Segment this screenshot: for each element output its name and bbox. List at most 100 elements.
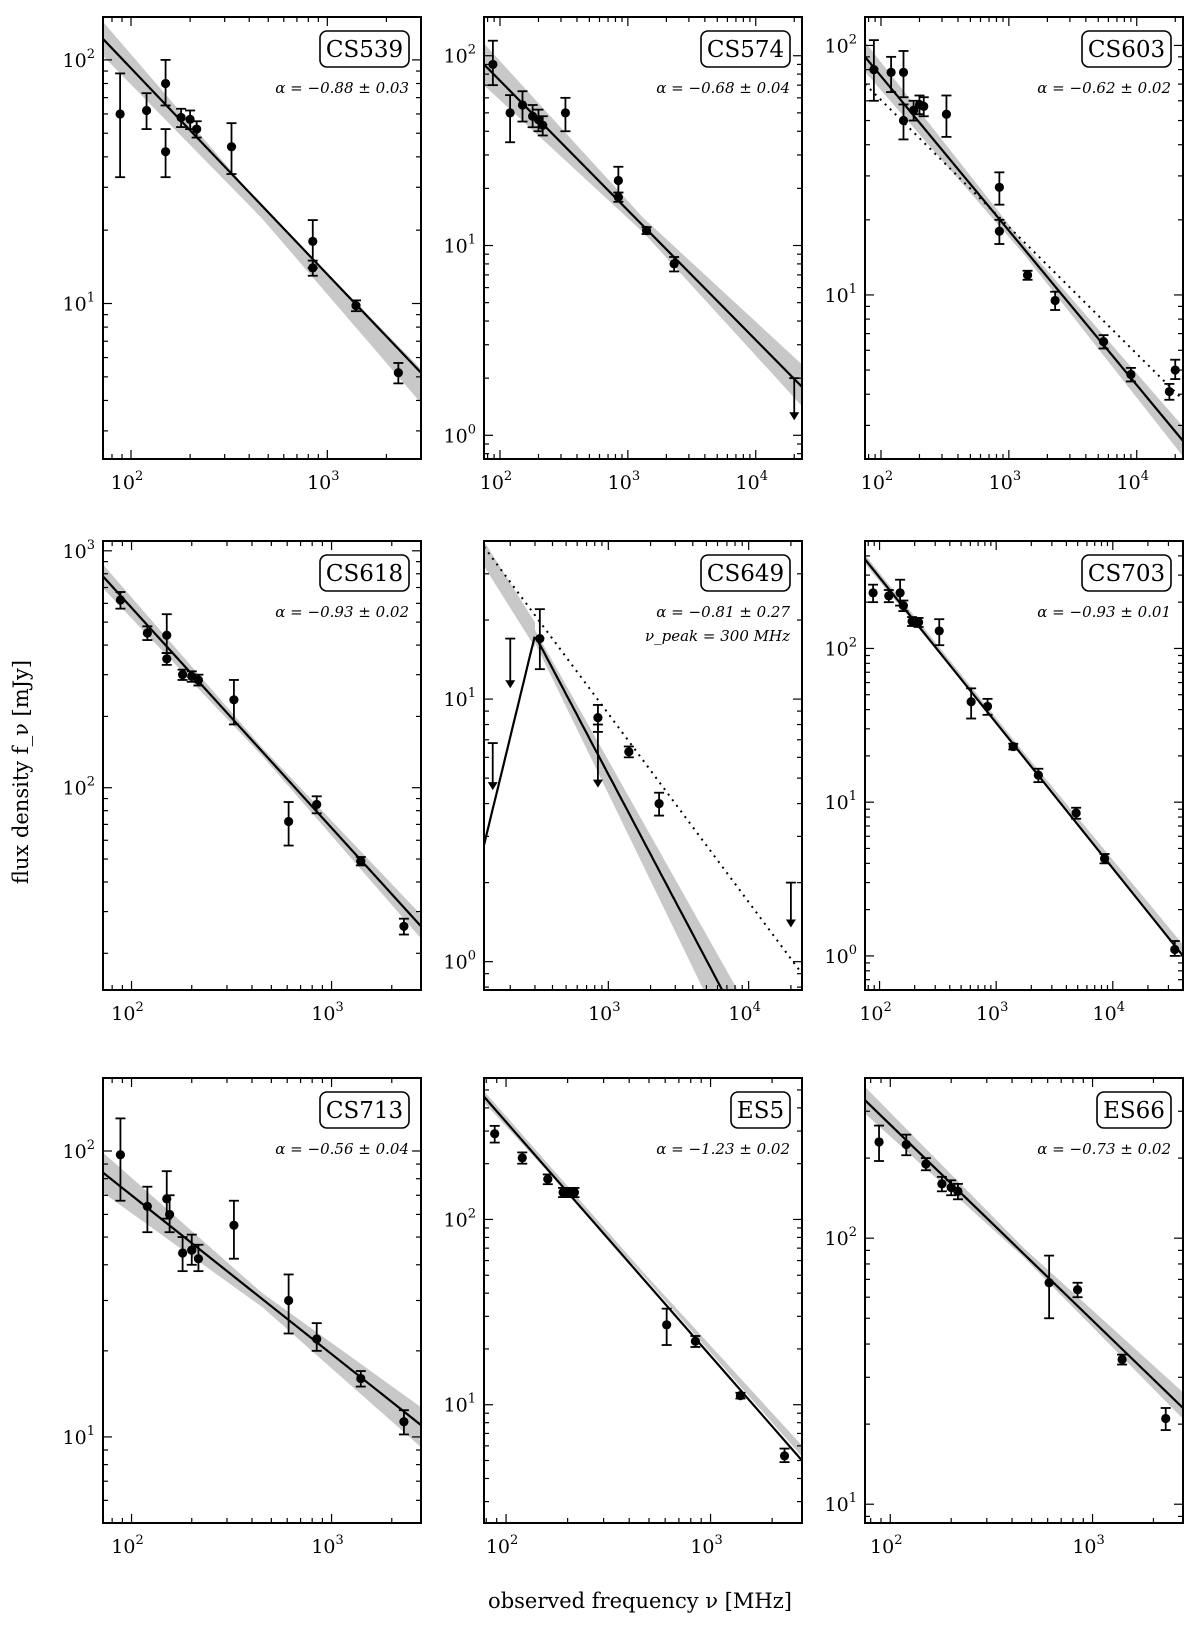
source-label-box bbox=[1081, 30, 1172, 68]
x-tick-label: 102 bbox=[111, 469, 143, 494]
axes-frame bbox=[483, 16, 803, 460]
flux-marker bbox=[593, 713, 603, 723]
data-point bbox=[918, 96, 929, 118]
data-point bbox=[913, 617, 924, 628]
data-point bbox=[1008, 741, 1019, 752]
data-point bbox=[886, 55, 897, 94]
flux-marker bbox=[185, 114, 195, 124]
flux-marker bbox=[669, 259, 679, 269]
flux-marker bbox=[994, 226, 1004, 236]
axes-frame bbox=[864, 1077, 1184, 1524]
flux-marker bbox=[898, 67, 909, 77]
data-point bbox=[874, 1124, 885, 1162]
limit-arrow bbox=[789, 412, 800, 421]
flux-marker bbox=[160, 78, 171, 89]
y-tick-label: 102 bbox=[825, 32, 857, 57]
flux-marker bbox=[193, 1254, 204, 1264]
axes-frame bbox=[483, 540, 803, 991]
flux-marker bbox=[901, 1139, 911, 1150]
x-axis-title: observed frequency ν [MHz] bbox=[488, 1589, 792, 1613]
source-label-box bbox=[319, 30, 410, 68]
x-tick-label: 103 bbox=[976, 1000, 1008, 1025]
flux-marker bbox=[982, 701, 993, 711]
flux-marker bbox=[994, 182, 1004, 192]
data-point bbox=[868, 583, 879, 604]
data-point bbox=[534, 608, 545, 671]
data-point bbox=[1022, 269, 1033, 281]
flux-marker bbox=[941, 109, 952, 119]
flux-marker bbox=[162, 630, 172, 640]
y-tick-label: 101 bbox=[444, 233, 476, 258]
flux-marker bbox=[192, 124, 202, 134]
x-tick-label: 103 bbox=[588, 1000, 620, 1025]
flux-marker bbox=[662, 1320, 672, 1330]
data-point bbox=[1072, 1281, 1083, 1299]
source-name: CS603 bbox=[1088, 37, 1165, 63]
source-name: CS574 bbox=[707, 37, 784, 63]
axes-frame bbox=[483, 1077, 803, 1524]
plot-area bbox=[484, 1091, 802, 1464]
flux-marker bbox=[165, 1209, 175, 1220]
panel-CS618: 102 103 102 103 CS618 α = −0.93 ± 0.02 bbox=[63, 538, 422, 1025]
flux-marker bbox=[641, 225, 652, 236]
data-point bbox=[193, 1243, 204, 1273]
axes-frame bbox=[102, 16, 422, 460]
y-tick-label: 102 bbox=[63, 1138, 95, 1163]
data-point bbox=[901, 1133, 912, 1157]
data-point bbox=[141, 92, 152, 130]
source-name: ES66 bbox=[1103, 1098, 1165, 1124]
limit-arrow bbox=[505, 680, 516, 689]
flux-marker bbox=[1099, 853, 1110, 864]
y-tick-label: 101 bbox=[825, 789, 857, 814]
x-tick-label: 102 bbox=[859, 1000, 891, 1025]
flux-marker bbox=[142, 628, 152, 638]
alternate-fit bbox=[865, 83, 1183, 401]
spectral-index-label: α = −0.73 ± 0.02 bbox=[1037, 1140, 1171, 1158]
flux-marker bbox=[115, 1150, 126, 1160]
panel-CS539: 102 103 101 102 CS539 α = −0.88 ± 0.03 bbox=[63, 16, 422, 494]
flux-marker bbox=[517, 1153, 527, 1163]
axes-frame bbox=[864, 540, 1184, 991]
x-tick-label: 103 bbox=[311, 1533, 343, 1558]
x-tick-label: 103 bbox=[989, 469, 1021, 494]
data-point bbox=[920, 1157, 931, 1172]
data-point bbox=[1033, 767, 1044, 784]
data-point bbox=[934, 618, 945, 647]
y-tick-label: 101 bbox=[444, 686, 476, 711]
data-point bbox=[355, 856, 366, 867]
x-tick-label: 102 bbox=[111, 1533, 143, 1558]
source-label-box bbox=[319, 1091, 410, 1129]
data-point bbox=[517, 90, 528, 123]
data-point bbox=[489, 1124, 500, 1144]
flux-marker bbox=[869, 65, 879, 75]
data-point bbox=[487, 39, 498, 87]
flux-marker bbox=[356, 856, 366, 866]
spectral-index-label: α = −0.62 ± 0.02 bbox=[1037, 79, 1171, 97]
data-point bbox=[115, 591, 126, 610]
spectral-index-label: α = −0.68 ± 0.04 bbox=[656, 79, 790, 97]
data-point bbox=[1044, 1254, 1055, 1320]
flux-marker bbox=[569, 1187, 580, 1197]
data-point bbox=[176, 107, 187, 128]
flux-marker bbox=[162, 654, 172, 664]
source-name: CS649 bbox=[707, 561, 784, 587]
flux-marker bbox=[946, 1182, 956, 1193]
peak-frequency-label: ν_peak = 300 MHz bbox=[645, 627, 790, 645]
power-law-fit bbox=[103, 575, 421, 928]
flux-marker bbox=[874, 1137, 884, 1147]
flux-marker bbox=[909, 105, 919, 115]
data-point bbox=[527, 104, 538, 129]
y-tick-label: 101 bbox=[825, 1491, 857, 1516]
data-point bbox=[177, 668, 188, 681]
spectral-index-label: α = −0.88 ± 0.03 bbox=[275, 79, 409, 97]
source-name: CS618 bbox=[326, 561, 403, 587]
data-point bbox=[351, 299, 362, 313]
power-law-fit bbox=[865, 1099, 1183, 1409]
data-point bbox=[941, 94, 952, 138]
data-point bbox=[1170, 358, 1181, 380]
x-tick-label: 102 bbox=[861, 469, 893, 494]
flux-marker bbox=[1117, 1354, 1127, 1365]
y-tick-label: 102 bbox=[63, 775, 95, 800]
data-point bbox=[994, 218, 1005, 245]
